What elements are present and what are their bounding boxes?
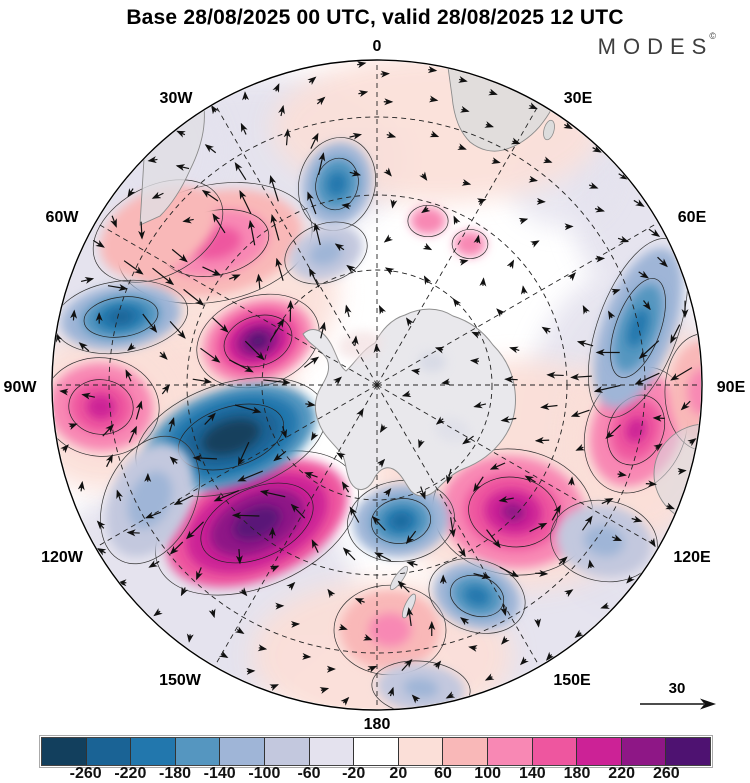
- longitude-label-120E: 120E: [673, 549, 711, 566]
- contour-line: [68, 379, 134, 435]
- contour-line: [664, 333, 701, 451]
- contour-line: [371, 660, 471, 709]
- colorbar-tick: 60: [434, 765, 452, 782]
- map-field: [53, 61, 701, 709]
- contour-line: [606, 394, 666, 466]
- colorbar-tick: 180: [563, 765, 591, 782]
- contour-line: [223, 314, 293, 368]
- colorbar-cell: [220, 738, 265, 765]
- colorbar-tick: 220: [608, 765, 636, 782]
- graticule: [53, 61, 701, 709]
- longitude-label-150W: 150W: [159, 672, 202, 689]
- longitude-label-180: 180: [364, 716, 391, 733]
- longitude-label-30W: 30W: [160, 90, 194, 107]
- land-australia: [653, 423, 701, 525]
- anomaly-blob-high-60w-ridge: [100, 185, 216, 277]
- antarctica-anomaly-patch: [418, 352, 446, 372]
- colorbar-cell: [443, 738, 488, 765]
- colorbar-tick: -100: [248, 765, 281, 782]
- colorbar-ticks: -260 -220 -180 -140 -100 -60 -20 20 60 100 140 180 2…: [0, 765, 750, 783]
- colorbar-cell: [42, 738, 87, 765]
- colorbar-cell: [532, 738, 578, 765]
- colorbar-cell: [666, 738, 710, 765]
- wind-arrows: [55, 61, 697, 706]
- contour-line: [196, 293, 320, 389]
- modes-logo-text: MODES: [597, 34, 714, 59]
- contour-line: [315, 157, 359, 211]
- longitude-label-60E: 60E: [678, 209, 707, 226]
- colorbar-tick: 100: [474, 765, 502, 782]
- colorbar-cell: [354, 738, 399, 765]
- anomaly-blob-high-west-edge: [86, 394, 116, 420]
- contour-line: [83, 296, 159, 338]
- colorbar-cell: [86, 738, 132, 765]
- modes-logo: MODES©: [597, 30, 720, 60]
- anomaly-blob-high-southwest-strong: [233, 506, 281, 540]
- wind-scale-value: 30: [668, 680, 686, 697]
- anomaly-blob-low-southwest-tail: [127, 471, 173, 529]
- contour-line: [347, 480, 455, 562]
- colorbar-tick: 20: [389, 765, 408, 782]
- contour-line: [468, 476, 558, 548]
- contour-line: [371, 498, 431, 544]
- anomaly-blob-low-ross: [394, 515, 408, 527]
- contour-line: [428, 558, 526, 634]
- wind-scale: 30: [638, 680, 716, 716]
- colorbar-cell: [487, 738, 533, 765]
- longitude-label-90W: 90W: [4, 379, 38, 396]
- anomaly-blob-low-indian-band: [627, 308, 649, 348]
- anomaly-blob-high-90e-edge: [669, 340, 701, 444]
- anomaly-blob-low-polar-cap: [309, 240, 343, 266]
- colorbar-tick: -180: [158, 765, 192, 782]
- longitude-label-150E: 150E: [553, 672, 591, 689]
- wind-scale-arrow: [640, 698, 716, 710]
- antarctica-anomaly-patch: [338, 330, 382, 360]
- land-madagascar: [543, 119, 555, 141]
- colorbar-tick: -260: [69, 765, 102, 782]
- longitude-label-60W: 60W: [46, 209, 80, 226]
- anomaly-blob-high-south: [369, 613, 411, 647]
- contour-line: [610, 278, 666, 378]
- colorbar-tick: 260: [652, 765, 680, 782]
- contour-line: [200, 482, 314, 564]
- contour-line: [53, 357, 160, 457]
- map-rim: [51, 59, 703, 711]
- longitude-label-30E: 30E: [564, 90, 593, 107]
- anomaly-blob-high-southeast-strong: [501, 502, 525, 522]
- colorbar-cell: [621, 738, 667, 765]
- longitude-labels: 0 30E 60E 90E 120E 150E 180 150W 120W 90W 60W 30W: [4, 38, 746, 733]
- anomaly-blob-low-south-pacific: [464, 586, 490, 606]
- longitude-label-120W: 120W: [41, 549, 84, 566]
- colorbar-cell: [309, 738, 355, 765]
- anomaly-blob-high-east: [625, 417, 647, 443]
- anomaly-blob-high-africa-1: [410, 207, 446, 235]
- longitude-label-0: 0: [373, 38, 382, 55]
- colorbar-cell: [131, 738, 176, 765]
- colorbar-tick: -20: [342, 765, 366, 782]
- colorbar-cell: [175, 738, 221, 765]
- chart-title: Base 28/08/2025 00 UTC, valid 28/08/2025…: [126, 6, 624, 29]
- contour-line: [451, 229, 489, 259]
- colorbar-cell: [398, 738, 444, 765]
- anomaly-blob-low-west: [109, 310, 133, 324]
- colorbar-cell: [264, 738, 310, 765]
- colorbar-tick: 140: [518, 765, 546, 782]
- longitude-label-90E: 90E: [717, 379, 746, 396]
- colorbar-tick: -60: [297, 765, 321, 782]
- modes-logo-mark: ©: [709, 30, 716, 41]
- anomaly-blob-high-90e-edge: [687, 368, 701, 416]
- contour-line: [100, 435, 200, 565]
- colorbar-cell: [577, 738, 622, 765]
- colorbar-tick: -220: [114, 765, 147, 782]
- anomaly-blob-low-date-line: [403, 678, 439, 698]
- colorbar: [39, 735, 713, 768]
- anomaly-blob-low-prime-meridian: [326, 171, 348, 197]
- colorbar-tick: -140: [203, 765, 236, 782]
- anomaly-blob-high-weddell-strong: [248, 333, 268, 349]
- anomaly-blob-low-australia: [583, 525, 625, 557]
- anomaly-blob-low-southwest-strong: [202, 418, 260, 456]
